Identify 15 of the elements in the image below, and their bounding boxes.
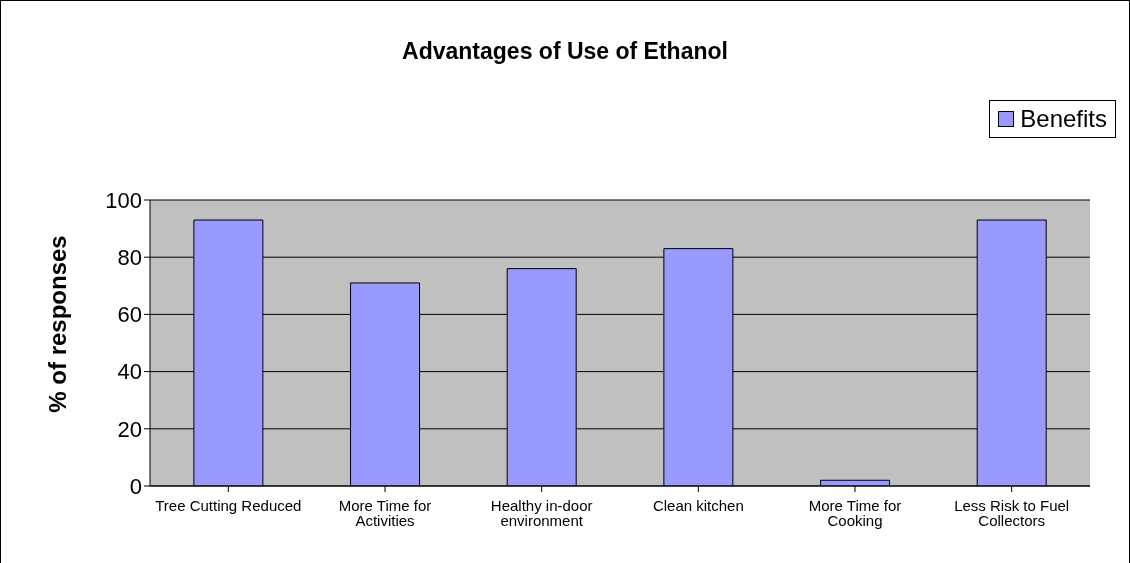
x-tick-label: Less Risk to Fuel Collectors <box>954 496 1070 529</box>
x-tick-label: Clean kitchen <box>652 496 744 514</box>
y-tick-label: 80 <box>117 245 142 271</box>
x-tick-label: Healthy in-door environment <box>490 496 593 529</box>
legend-label: Benefits <box>1020 105 1107 133</box>
y-tick-label: 40 <box>117 359 142 385</box>
y-tick-label: 0 <box>129 473 142 499</box>
x-tick-label: Tree Cutting Reduced <box>155 496 302 514</box>
y-axis-title: % of responses <box>44 235 72 413</box>
x-tick-label: More Time for Cooking <box>808 496 902 529</box>
y-tick-label: 20 <box>117 416 142 442</box>
x-tick-label: More Time for Activities <box>338 496 432 529</box>
y-tick-label: 60 <box>117 302 142 328</box>
y-tick-label: 100 <box>105 187 142 213</box>
chart-title: Advantages of Use of Ethanol <box>401 38 729 65</box>
